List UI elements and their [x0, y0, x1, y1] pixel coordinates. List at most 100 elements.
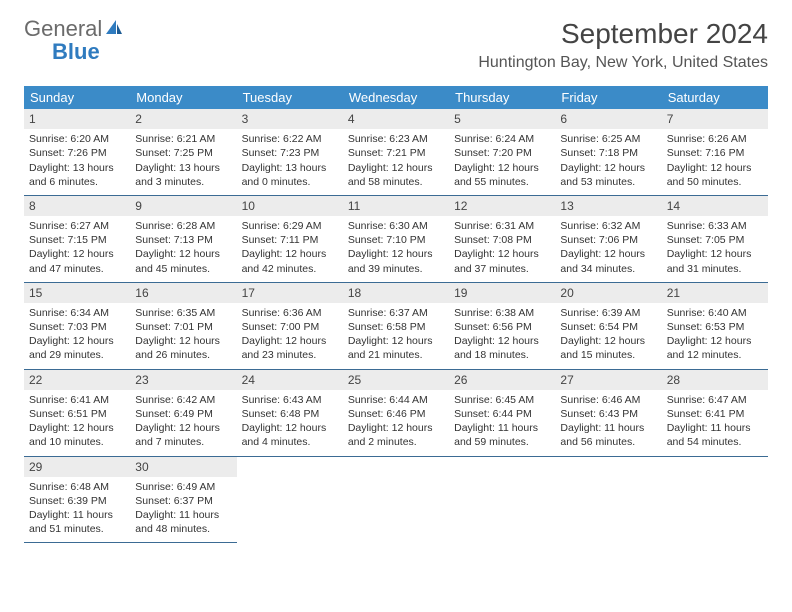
daylight-text: Daylight: 12 hours and 12 minutes.: [667, 334, 763, 362]
sunset-text: Sunset: 7:20 PM: [454, 146, 550, 160]
day-cell: 18Sunrise: 6:37 AMSunset: 6:58 PMDayligh…: [343, 282, 449, 369]
daylight-text: Daylight: 11 hours and 56 minutes.: [560, 421, 656, 449]
calendar-table: Sunday Monday Tuesday Wednesday Thursday…: [24, 86, 768, 543]
sunset-text: Sunset: 7:10 PM: [348, 233, 444, 247]
day-cell: 3 Sunrise: 6:22 AMSunset: 7:23 PMDaylight…: [237, 109, 343, 195]
sunrise-text: Sunrise: 6:22 AM: [242, 132, 338, 146]
day-cell: 30 Sunrise: 6:49 AMSunset: 6:37 PMDayligh…: [130, 456, 236, 543]
sunset-text: Sunset: 7:00 PM: [242, 320, 338, 334]
week-row: 1Sunrise: 6:20 AMSunset: 7:26 PMDaylight…: [24, 109, 768, 195]
sunset-text: Sunset: 7:08 PM: [454, 233, 550, 247]
daylight-text: Daylight: 12 hours and 37 minutes.: [454, 247, 550, 275]
daylight-text: Daylight: 12 hours and 39 minutes.: [348, 247, 444, 275]
daylight-text: Daylight: 12 hours and 15 minutes.: [560, 334, 656, 362]
daylight-text: Daylight: 12 hours and 42 minutes.: [242, 247, 338, 275]
day-number: 21: [662, 283, 768, 303]
sunrise-text: Sunrise: 6:47 AM: [667, 393, 763, 407]
day-number: 25: [343, 370, 449, 390]
sunset-text: Sunset: 7:26 PM: [29, 146, 125, 160]
day-cell: 1 Sunrise: 6:20 AMSunset: 7:26 PMDaylight…: [24, 109, 130, 195]
sunrise-text: Sunrise: 6:25 AM: [560, 132, 656, 146]
day-number: 26: [449, 370, 555, 390]
day-cell: 16Sunrise: 6:35 AMSunset: 7:01 PMDayligh…: [130, 282, 236, 369]
day-cell: 25Sunrise: 6:44 AMSunset: 6:46 PMDayligh…: [343, 369, 449, 456]
sunset-text: Sunset: 6:53 PM: [667, 320, 763, 334]
daylight-text: Daylight: 12 hours and 31 minutes.: [667, 247, 763, 275]
header: General Blue September 2024 Huntington B…: [24, 18, 768, 72]
day-number: 11: [343, 196, 449, 216]
sunrise-text: Sunrise: 6:46 AM: [560, 393, 656, 407]
day-number: 22: [24, 370, 130, 390]
sunset-text: Sunset: 6:49 PM: [135, 407, 231, 421]
day-number: 10: [237, 196, 343, 216]
sunset-text: Sunset: 7:05 PM: [667, 233, 763, 247]
day-cell: 19Sunrise: 6:38 AMSunset: 6:56 PMDayligh…: [449, 282, 555, 369]
day-cell: 12Sunrise: 6:31 AMSunset: 7:08 PMDayligh…: [449, 195, 555, 282]
day-cell: 9Sunrise: 6:28 AMSunset: 7:13 PMDaylight…: [130, 195, 236, 282]
dow-sun: Sunday: [24, 86, 130, 109]
daylight-text: Daylight: 12 hours and 23 minutes.: [242, 334, 338, 362]
daylight-text: Daylight: 12 hours and 18 minutes.: [454, 334, 550, 362]
daylight-text: Daylight: 12 hours and 21 minutes.: [348, 334, 444, 362]
daylight-text: Daylight: 13 hours and 0 minutes.: [242, 161, 338, 189]
sunset-text: Sunset: 6:48 PM: [242, 407, 338, 421]
day-number: 3: [237, 109, 343, 129]
day-number: 27: [555, 370, 661, 390]
day-cell: 11Sunrise: 6:30 AMSunset: 7:10 PMDayligh…: [343, 195, 449, 282]
dow-thu: Thursday: [449, 86, 555, 109]
day-cell: 13Sunrise: 6:32 AMSunset: 7:06 PMDayligh…: [555, 195, 661, 282]
sunset-text: Sunset: 6:39 PM: [29, 494, 125, 508]
daylight-text: Daylight: 12 hours and 58 minutes.: [348, 161, 444, 189]
sunrise-text: Sunrise: 6:38 AM: [454, 306, 550, 320]
day-number: 17: [237, 283, 343, 303]
week-row: 29Sunrise: 6:48 AMSunset: 6:39 PMDayligh…: [24, 456, 768, 543]
dow-sat: Saturday: [662, 86, 768, 109]
sunset-text: Sunset: 7:01 PM: [135, 320, 231, 334]
day-cell: 4Sunrise: 6:23 AMSunset: 7:21 PMDaylight…: [343, 109, 449, 195]
week-row: 8Sunrise: 6:27 AMSunset: 7:15 PMDaylight…: [24, 195, 768, 282]
dow-mon: Monday: [130, 86, 236, 109]
sunrise-text: Sunrise: 6:49 AM: [135, 480, 231, 494]
logo-general: General: [24, 16, 102, 41]
sunset-text: Sunset: 6:37 PM: [135, 494, 231, 508]
sunrise-text: Sunrise: 6:48 AM: [29, 480, 125, 494]
day-cell: [555, 456, 661, 543]
sunrise-text: Sunrise: 6:28 AM: [135, 219, 231, 233]
logo-blue: Blue: [52, 39, 100, 64]
daylight-text: Daylight: 11 hours and 48 minutes.: [135, 508, 231, 536]
sunrise-text: Sunrise: 6:20 AM: [29, 132, 125, 146]
daylight-text: Daylight: 12 hours and 4 minutes.: [242, 421, 338, 449]
sunrise-text: Sunrise: 6:27 AM: [29, 219, 125, 233]
daylight-text: Daylight: 12 hours and 53 minutes.: [560, 161, 656, 189]
day-number: 7: [662, 109, 768, 129]
day-cell: [343, 456, 449, 543]
sunset-text: Sunset: 6:43 PM: [560, 407, 656, 421]
day-cell: 7Sunrise: 6:26 AMSunset: 7:16 PMDaylight…: [662, 109, 768, 195]
sunset-text: Sunset: 6:44 PM: [454, 407, 550, 421]
daylight-text: Daylight: 12 hours and 7 minutes.: [135, 421, 231, 449]
daylight-text: Daylight: 12 hours and 34 minutes.: [560, 247, 656, 275]
sunrise-text: Sunrise: 6:45 AM: [454, 393, 550, 407]
day-number: 1: [24, 109, 130, 129]
sunset-text: Sunset: 6:56 PM: [454, 320, 550, 334]
day-number: 2: [130, 109, 236, 129]
daylight-text: Daylight: 13 hours and 6 minutes.: [29, 161, 125, 189]
day-number: 30: [130, 457, 236, 477]
sunset-text: Sunset: 6:54 PM: [560, 320, 656, 334]
sunset-text: Sunset: 7:25 PM: [135, 146, 231, 160]
day-cell: 5Sunrise: 6:24 AMSunset: 7:20 PMDaylight…: [449, 109, 555, 195]
sunrise-text: Sunrise: 6:39 AM: [560, 306, 656, 320]
day-cell: 10 Sunrise: 6:29 AMSunset: 7:11 PMDayligh…: [237, 195, 343, 282]
sunset-text: Sunset: 7:13 PM: [135, 233, 231, 247]
day-number: 18: [343, 283, 449, 303]
sunrise-text: Sunrise: 6:24 AM: [454, 132, 550, 146]
dow-wed: Wednesday: [343, 86, 449, 109]
sunrise-text: Sunrise: 6:29 AM: [242, 219, 338, 233]
daylight-text: Daylight: 12 hours and 45 minutes.: [135, 247, 231, 275]
sunrise-text: Sunrise: 6:33 AM: [667, 219, 763, 233]
sunset-text: Sunset: 7:11 PM: [242, 233, 338, 247]
day-number: 23: [130, 370, 236, 390]
sunset-text: Sunset: 7:23 PM: [242, 146, 338, 160]
dow-row: Sunday Monday Tuesday Wednesday Thursday…: [24, 86, 768, 109]
day-cell: [237, 456, 343, 543]
